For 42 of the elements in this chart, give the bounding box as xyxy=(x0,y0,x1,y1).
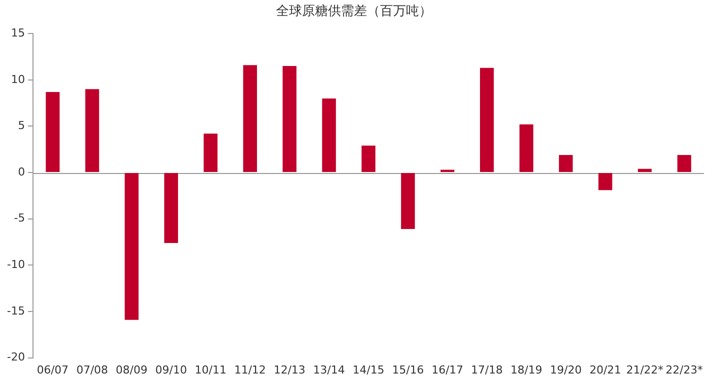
bar xyxy=(204,134,218,172)
bar xyxy=(519,124,534,172)
bar xyxy=(362,146,376,172)
x-tick-label: 10/11 xyxy=(194,363,226,376)
bar xyxy=(480,68,494,172)
bar xyxy=(598,173,612,190)
x-tick-label: 22/23* xyxy=(666,363,704,376)
y-tick-label: -20 xyxy=(7,350,25,364)
y-tick-label: 15 xyxy=(10,26,25,40)
x-tick-label: 16/17 xyxy=(432,363,464,376)
bar xyxy=(401,173,415,230)
bar xyxy=(282,66,296,172)
y-tick-label: -10 xyxy=(7,258,25,272)
x-tick-label: 20/21 xyxy=(589,363,622,376)
bar xyxy=(46,92,60,172)
x-tick-label: 17/18 xyxy=(471,363,503,376)
x-tick-label: 11/12 xyxy=(234,363,266,376)
x-tick-label: 15/16 xyxy=(392,363,424,376)
x-tick-label: 12/13 xyxy=(274,363,306,376)
bar xyxy=(124,173,139,320)
bar xyxy=(558,154,573,172)
y-tick-label: 5 xyxy=(18,119,25,132)
x-tick-label: 08/09 xyxy=(116,363,148,376)
x-tick-label: 14/15 xyxy=(352,363,384,376)
bar xyxy=(638,168,652,172)
y-tick-label: 0 xyxy=(18,165,25,178)
y-tick-label: -5 xyxy=(14,212,25,225)
bar xyxy=(322,98,336,172)
bar xyxy=(677,154,692,172)
x-tick-label: 19/20 xyxy=(550,363,582,376)
x-tick-label: 21/22* xyxy=(626,363,664,376)
x-tick-label: 09/10 xyxy=(155,363,187,376)
y-tick-label: 10 xyxy=(10,72,25,86)
bar xyxy=(243,65,257,172)
x-tick-label: 18/19 xyxy=(510,363,542,376)
bar xyxy=(85,89,100,172)
bar xyxy=(164,173,178,243)
x-tick-label: 13/14 xyxy=(313,363,345,376)
y-tick-label: -15 xyxy=(7,304,25,318)
x-tick-label: 06/07 xyxy=(36,363,69,376)
x-tick-label: 07/08 xyxy=(76,363,108,376)
chart-title: 全球原糖供需差（百万吨） xyxy=(276,4,432,20)
